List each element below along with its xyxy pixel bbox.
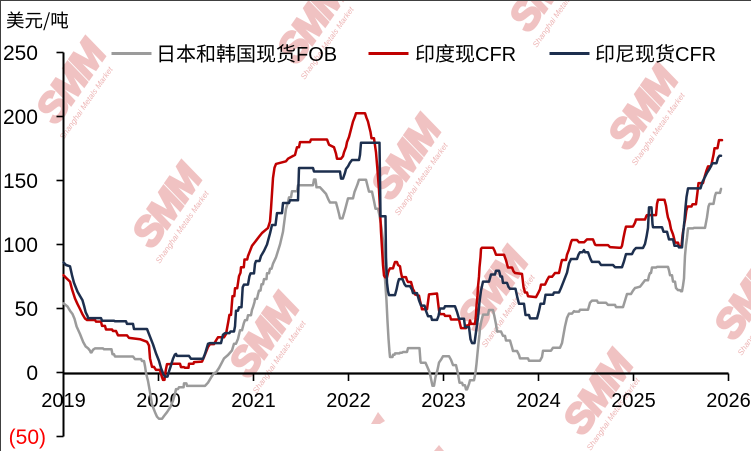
svg-text:(50): (50) bbox=[9, 426, 46, 449]
svg-text:150: 150 bbox=[3, 170, 38, 193]
svg-text:FOB: FOB bbox=[296, 44, 337, 66]
svg-text:2024: 2024 bbox=[516, 390, 561, 412]
svg-text:CFR: CFR bbox=[675, 44, 716, 66]
svg-text:2026: 2026 bbox=[706, 390, 751, 412]
svg-text:2021: 2021 bbox=[231, 390, 276, 412]
svg-text:2019: 2019 bbox=[41, 390, 86, 412]
svg-text:200: 200 bbox=[3, 106, 38, 129]
svg-text:2025: 2025 bbox=[611, 390, 656, 412]
svg-text:50: 50 bbox=[15, 298, 38, 321]
svg-text:CFR: CFR bbox=[475, 44, 516, 66]
svg-text:2022: 2022 bbox=[326, 390, 371, 412]
svg-text:100: 100 bbox=[3, 234, 38, 257]
svg-text:250: 250 bbox=[3, 42, 38, 65]
svg-text:2023: 2023 bbox=[421, 390, 466, 412]
svg-text:0: 0 bbox=[26, 362, 38, 385]
